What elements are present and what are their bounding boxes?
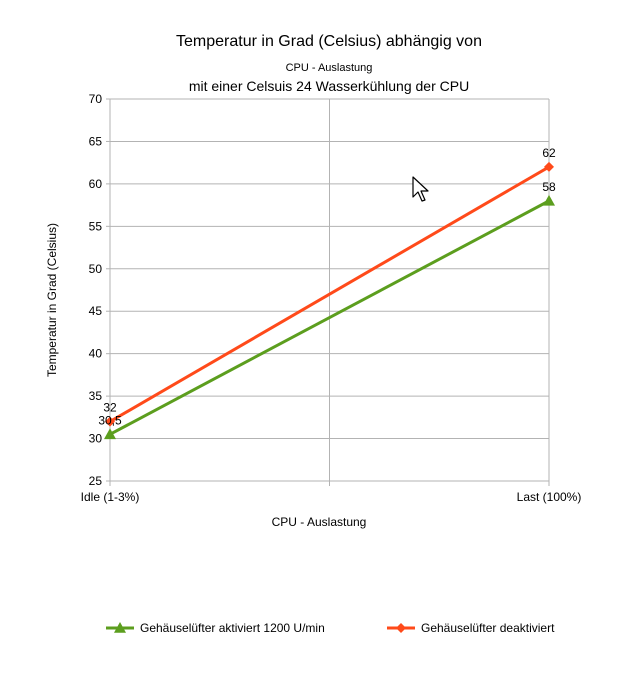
y-tick-label: 55 <box>89 219 103 233</box>
legend-item-1: Gehäuselüfter aktiviert 1200 U/min <box>106 621 325 635</box>
legend-item-2: Gehäuselüfter deaktiviert <box>387 621 555 635</box>
y-tick-label: 40 <box>89 347 103 361</box>
y-tick-label: 60 <box>89 177 103 191</box>
chart-subtitle: CPU - Auslastung <box>286 62 373 74</box>
data-label: 30,5 <box>98 413 122 427</box>
data-point <box>105 416 115 427</box>
y-tick-label: 35 <box>89 389 103 403</box>
legend-label: Gehäuselüfter aktiviert 1200 U/min <box>140 621 325 635</box>
x-tick-label: Last (100%) <box>517 490 582 504</box>
y-tick-label: 45 <box>89 304 103 318</box>
y-tick-label: 65 <box>89 134 103 148</box>
series-line <box>109 199 550 436</box>
data-label: 62 <box>542 146 556 160</box>
x-axis-label: CPU - Auslastung <box>272 515 367 529</box>
series-line <box>109 165 550 423</box>
data-label: 58 <box>542 180 556 194</box>
grid <box>109 98 550 482</box>
legend-marker <box>114 622 126 633</box>
data-labels: 30,5 58 32 62 <box>98 146 556 427</box>
data-point <box>544 161 554 172</box>
data-point <box>543 194 555 206</box>
series-2 <box>105 161 554 427</box>
y-tick-label: 30 <box>89 432 103 446</box>
data-point <box>104 428 116 440</box>
y-axis-label: Temperatur in Grad (Celsius) <box>45 223 59 377</box>
chart-title: Temperatur in Grad (Celsius) abhängig vo… <box>176 33 482 50</box>
legend-label: Gehäuselüfter deaktiviert <box>421 621 555 635</box>
axes: 25 30 35 40 45 50 55 60 65 70 Idle (1-3%) Last (100… <box>81 92 582 504</box>
legend: Gehäuselüfter aktiviert 1200 U/min Gehäus… <box>106 621 555 635</box>
x-tick-label: Idle (1-3%) <box>81 490 140 504</box>
mouse-cursor-icon <box>412 176 429 202</box>
chart-subtitle-2: mit einer Celsuis 24 Wasserkühlung der C… <box>189 78 469 94</box>
y-tick-label: 25 <box>89 474 103 488</box>
y-tick-label: 50 <box>89 262 103 276</box>
y-tick-label: 70 <box>89 92 103 106</box>
legend-marker <box>396 623 406 633</box>
data-label: 32 <box>103 401 117 415</box>
series-layer <box>104 161 555 440</box>
series-1 <box>104 194 555 440</box>
